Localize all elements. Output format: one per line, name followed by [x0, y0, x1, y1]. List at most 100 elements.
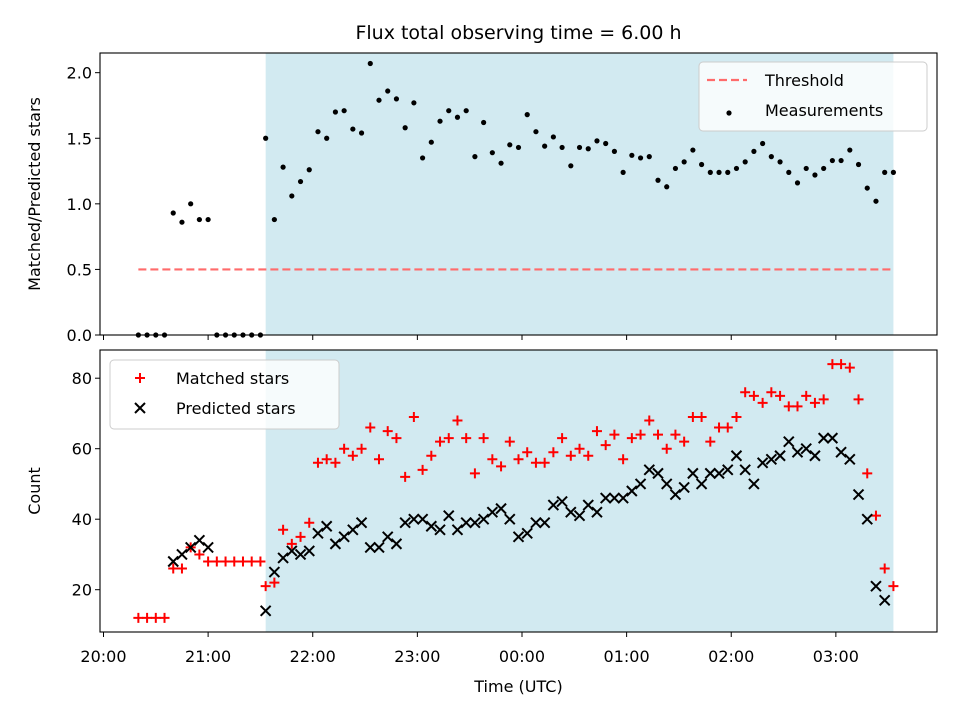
data-point [330, 457, 341, 468]
data-point [603, 140, 609, 147]
data-point [576, 144, 583, 151]
data-point [821, 165, 827, 172]
data-point [714, 422, 725, 433]
y-tick-label: 20 [72, 581, 92, 600]
data-point [263, 135, 269, 141]
data-point [707, 169, 713, 175]
data-point [608, 492, 621, 504]
data-point [167, 555, 179, 568]
data-point [297, 178, 304, 185]
data-point [801, 390, 812, 401]
data-point [652, 467, 664, 480]
data-point [486, 506, 499, 518]
data-point [478, 433, 489, 444]
data-point [574, 443, 585, 454]
data-point [194, 549, 205, 560]
data-point [635, 429, 646, 440]
y-tick-label: 60 [72, 440, 92, 459]
data-point [783, 435, 795, 448]
data-point [425, 520, 438, 532]
data-point [193, 534, 206, 547]
data-point [306, 167, 312, 173]
data-point [838, 157, 844, 164]
data-point [786, 169, 792, 175]
data-point [722, 464, 734, 476]
data-point [184, 541, 197, 554]
data-point [766, 387, 777, 398]
data-point [435, 436, 446, 447]
panel-count: 20 40 60 80 20:00 21:00 22:00 23:00 00:00 01:00 02… [25, 349, 938, 696]
legend-dot-marker [726, 110, 732, 116]
data-point [515, 144, 522, 151]
data-point [653, 429, 663, 440]
legend-label: Predicted stars [176, 399, 296, 418]
data-point [408, 513, 420, 525]
data-point [477, 513, 490, 525]
legend-x-marker [134, 402, 146, 414]
data-point [678, 481, 690, 494]
data-point [556, 495, 568, 508]
data-point [757, 397, 768, 408]
data-point [303, 545, 315, 557]
data-point [618, 454, 629, 465]
data-point [609, 429, 620, 440]
data-point [246, 556, 257, 567]
data-point [655, 177, 661, 183]
data-point [704, 467, 717, 480]
data-point [617, 492, 629, 504]
data-point [391, 433, 402, 444]
data-point [385, 88, 391, 94]
data-point [312, 527, 324, 540]
data-point [399, 517, 411, 529]
data-point [722, 422, 733, 433]
data-point [521, 527, 533, 540]
data-point [277, 552, 289, 564]
data-point [809, 397, 820, 408]
axes-frame [99, 349, 938, 633]
data-point [547, 499, 560, 511]
y-tick-label: 0.0 [67, 326, 92, 345]
data-point [469, 517, 481, 529]
data-point [294, 548, 307, 561]
data-point [268, 566, 281, 578]
data-point [670, 429, 681, 440]
data-point [890, 169, 897, 175]
chart-title: Flux total observing time = 6.00 h [355, 22, 681, 44]
data-point [783, 401, 794, 412]
data-point [338, 531, 350, 543]
data-point [818, 394, 829, 405]
data-point [504, 513, 516, 525]
data-point [341, 108, 347, 114]
data-point [548, 447, 559, 458]
data-point [611, 148, 618, 154]
data-point [585, 146, 591, 152]
legend-label: Measurements [765, 101, 883, 120]
x-tick-label: 01:00 [604, 647, 650, 666]
data-point [661, 443, 672, 454]
data-point [620, 169, 626, 175]
series-measurements [135, 60, 897, 338]
data-point [454, 114, 461, 120]
data-point [812, 172, 818, 178]
data-point [176, 548, 188, 561]
data-point [417, 464, 428, 475]
data-point [550, 134, 556, 140]
data-point [481, 119, 487, 126]
data-point [740, 387, 751, 398]
data-point [498, 160, 504, 166]
data-point [142, 612, 153, 623]
data-point [286, 545, 298, 557]
data-point [530, 517, 542, 529]
data-point [469, 468, 480, 479]
data-point [315, 129, 321, 135]
data-point [533, 129, 539, 135]
data-point [730, 450, 743, 462]
data-point [713, 467, 725, 480]
data-point [862, 468, 873, 479]
data-point [765, 453, 778, 465]
legend: Threshold Measurements [698, 61, 928, 132]
data-point [742, 159, 748, 165]
data-point [794, 180, 801, 186]
x-tick-label: 22:00 [290, 647, 336, 666]
